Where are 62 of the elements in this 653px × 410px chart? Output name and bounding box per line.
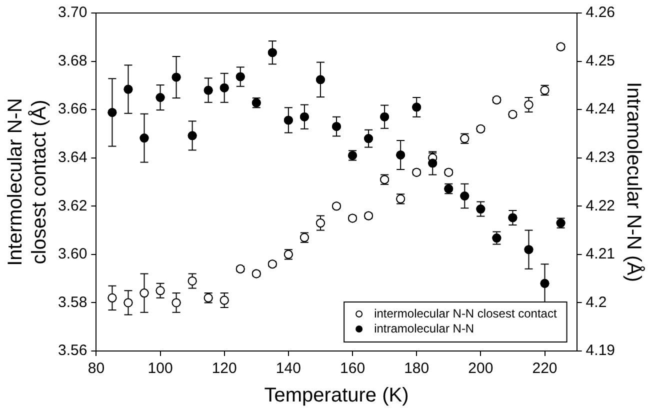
x-tick-label: 160 (340, 360, 366, 378)
legend-label: intramolecular N-N (374, 321, 474, 336)
point (140, 134, 149, 143)
point (172, 298, 181, 308)
point (220, 296, 229, 305)
point (524, 100, 534, 110)
point (524, 245, 534, 254)
x-axis-title: Temperature (K) (264, 384, 409, 407)
point (124, 298, 133, 308)
x-tick-label: 80 (88, 360, 105, 378)
point (108, 293, 117, 302)
y-tick-label: 3.68 (58, 52, 88, 70)
point (508, 213, 518, 222)
y-tick-label: 3.64 (58, 149, 88, 166)
y-tick-label: 3.66 (58, 100, 88, 118)
y-tick-label: 3.60 (58, 246, 88, 263)
point (540, 278, 550, 288)
y-tick-label: 3.70 (58, 4, 88, 22)
y2-tick-label: 4.23 (586, 149, 616, 166)
point (220, 83, 229, 92)
y-tick-label: 3.56 (58, 342, 88, 360)
point (396, 150, 406, 160)
x-tick-label: 200 (468, 360, 494, 378)
point (364, 134, 374, 144)
point (300, 112, 309, 122)
point (412, 102, 422, 112)
point (316, 75, 325, 84)
legend-label: intermolecular N-N closest contact (374, 306, 558, 320)
point (284, 116, 293, 125)
point (188, 276, 197, 286)
point (156, 93, 165, 102)
point (236, 72, 245, 82)
x-tick-label: 100 (148, 360, 173, 378)
point (460, 192, 470, 201)
point (204, 86, 213, 95)
y-tick-label: 3.62 (58, 197, 88, 214)
point (316, 218, 325, 228)
point (476, 204, 486, 214)
y2-tick-label: 4.25 (586, 52, 616, 70)
y2-tick-label: 4.19 (586, 342, 616, 360)
point (156, 286, 165, 296)
x-tick-label: 180 (404, 360, 430, 378)
y2-tick-label: 4.24 (586, 100, 616, 118)
point (380, 112, 390, 122)
y-axis-title: Intermolecular N-N closest contact (Å) (4, 98, 51, 266)
point (124, 84, 133, 94)
point (172, 72, 181, 82)
x-tick-label: 220 (532, 360, 558, 378)
y2-axis-title: Intramolecular N-N (Å) (622, 82, 646, 282)
point (188, 131, 197, 140)
y2-tick-label: 4.2 (586, 294, 607, 311)
point (140, 288, 149, 298)
point (108, 108, 117, 117)
y2-tick-label: 4.26 (586, 4, 616, 22)
point (268, 48, 277, 58)
point (332, 122, 341, 131)
point (428, 158, 438, 168)
x-tick-label: 140 (276, 360, 301, 378)
y-tick-label: 3.58 (58, 294, 88, 311)
x-tick-label: 120 (212, 360, 237, 378)
y2-tick-label: 4.22 (586, 197, 616, 214)
y2-tick-label: 4.21 (586, 246, 616, 263)
